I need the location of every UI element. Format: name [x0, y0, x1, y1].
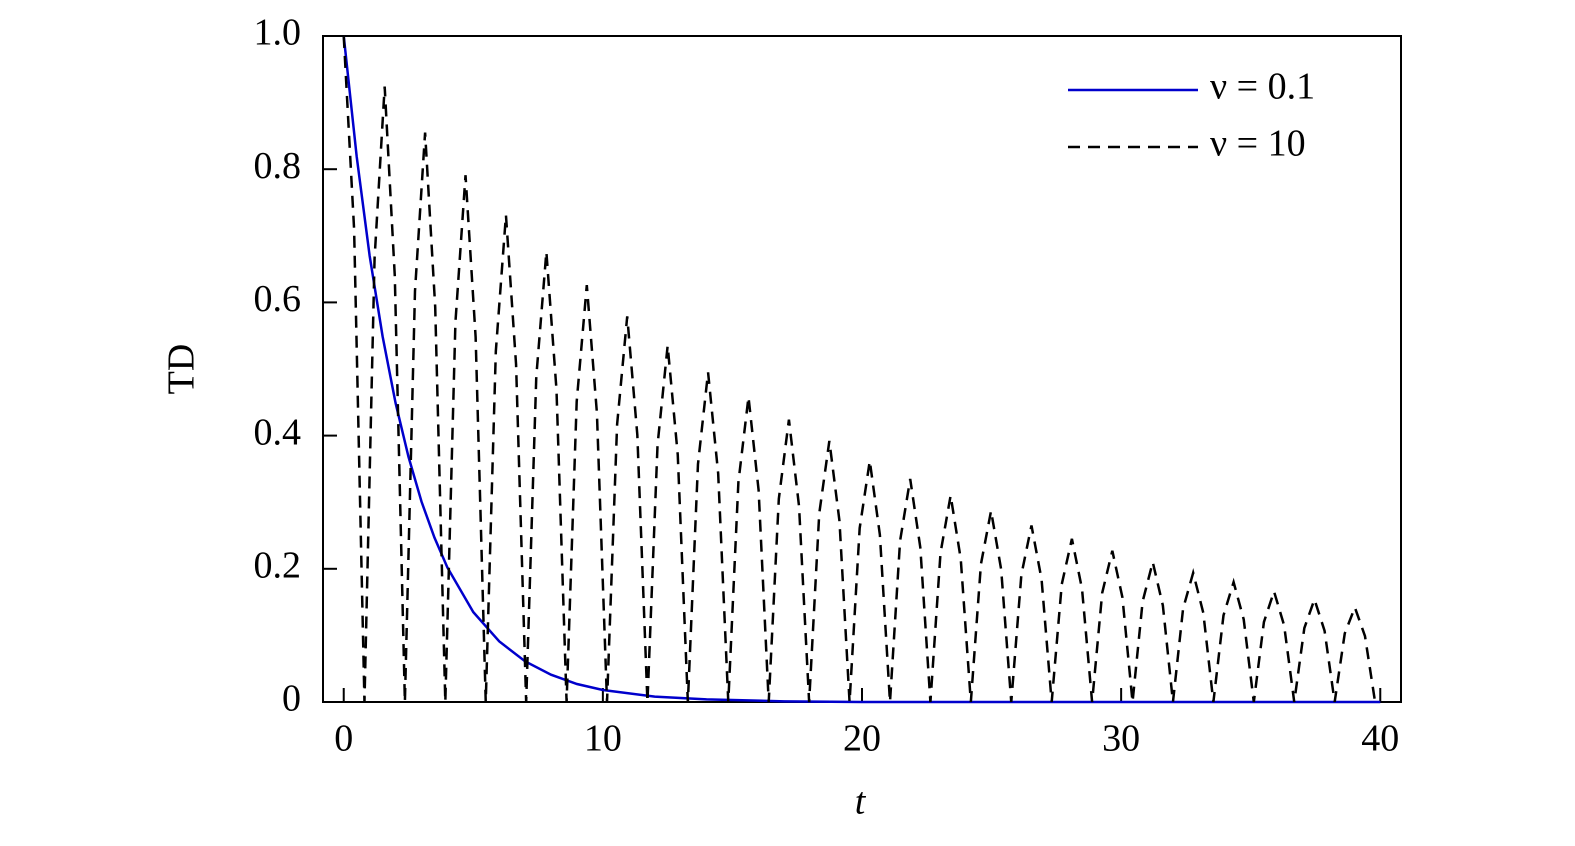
y-tick-label: 1.0: [254, 12, 302, 54]
legend-label: ν = 0.1: [1210, 66, 1315, 108]
x-axis-label: t: [855, 781, 867, 823]
y-axis-label: TD: [161, 344, 203, 395]
x-tick-label: 40: [1361, 718, 1399, 760]
legend-label: ν = 10: [1210, 123, 1306, 165]
y-tick-label: 0.8: [254, 145, 302, 187]
y-tick-label: 0.2: [254, 545, 302, 587]
x-tick-label: 0: [334, 718, 353, 760]
x-tick-label: 10: [584, 718, 622, 760]
data-line: [342, 35, 1381, 704]
y-tick-label: 0.4: [254, 411, 302, 453]
y-tick-label: 0.6: [254, 278, 302, 320]
x-tick-label: 30: [1102, 718, 1140, 760]
data-line: [342, 35, 1377, 703]
x-tick-label: 20: [843, 718, 881, 760]
y-tick-label: 0: [282, 678, 301, 720]
